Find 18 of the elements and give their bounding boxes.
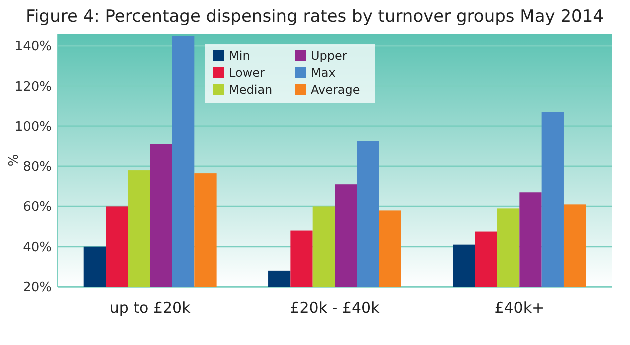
legend-label: Min (229, 49, 250, 63)
legend-label: Median (229, 83, 273, 97)
y-tick-label: 120% (14, 80, 52, 95)
legend-label: Lower (229, 66, 266, 80)
y-tick-label: 140% (14, 40, 52, 55)
x-tick-label: £40k+ (494, 299, 545, 317)
y-tick-label: 40% (23, 240, 52, 256)
legend-label: Average (311, 83, 360, 97)
y-tick-label: 60% (23, 200, 52, 216)
y-tick-label: 100% (14, 120, 52, 135)
chart-title: Figure 4: Percentage dispensing rates by turnover groups May 2014 (26, 7, 604, 27)
y-axis-title: % (7, 154, 22, 167)
legend-label: Max (311, 66, 336, 80)
x-tick-label: up to £20k (110, 299, 192, 317)
y-tick-label: 20% (23, 280, 52, 296)
x-tick-label: £20k - £40k (290, 299, 380, 317)
y-tick-label: 80% (23, 160, 52, 176)
legend-label: Upper (311, 49, 348, 63)
